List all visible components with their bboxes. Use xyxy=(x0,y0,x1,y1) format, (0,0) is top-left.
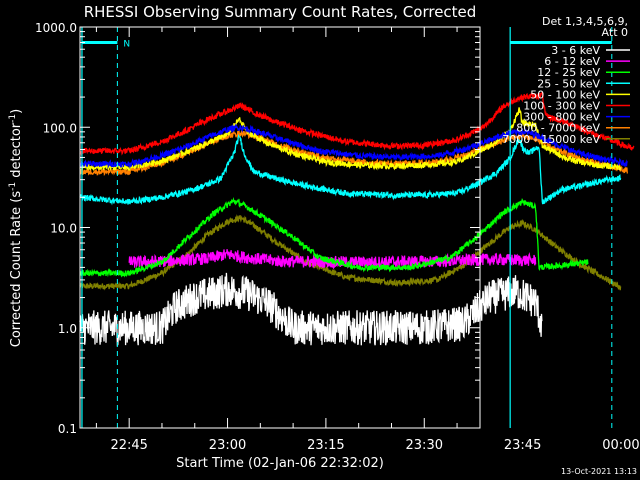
series-line-3 xyxy=(79,131,622,206)
y-tick-label-3: 100.0 xyxy=(43,121,77,135)
legend-label-5: 100 - 300 keV xyxy=(523,100,600,113)
plot-area: N xyxy=(79,26,635,429)
x-tick-label-5: 00:00 xyxy=(602,438,639,453)
y-axis-label: Corrected Count Rate (s-1 detector-1) xyxy=(8,109,24,347)
legend-label-7: 800 - 7000 keV xyxy=(516,122,600,135)
legend-label-8: 7000 - 15000 keV xyxy=(502,133,600,146)
y-axis-label-mid: detector xyxy=(9,122,24,182)
y-tick-label-0: 0.1 xyxy=(58,422,77,436)
legend-header-1: Att 0 xyxy=(602,26,628,39)
legend-label-4: 50 - 100 keV xyxy=(530,88,600,101)
y-axis-label-sup1: -1 xyxy=(8,182,18,191)
x-tick-label-4: 23:45 xyxy=(504,438,541,453)
series-line-6 xyxy=(79,123,628,170)
series-line-2 xyxy=(79,197,589,278)
y-tick-label-2: 10.0 xyxy=(50,222,77,236)
y-tick-label-1: 1.0 xyxy=(58,322,77,336)
plot-frame xyxy=(79,26,481,429)
y-axis-label-sup2: -1 xyxy=(8,114,18,123)
legend-header-0: Det 1,3,4,5,6,9, xyxy=(542,15,628,28)
y-axis-label-end: ) xyxy=(9,109,24,114)
x-tick-label-1: 23:00 xyxy=(209,438,246,453)
legend-label-3: 25 - 50 keV xyxy=(537,77,600,90)
x-tick-label-3: 23:30 xyxy=(406,438,443,453)
x-tick-labels: 22:45 23:00 23:15 23:30 23:45 00:00 xyxy=(110,438,639,453)
legend-label-6: 300 - 800 keV xyxy=(523,111,600,124)
y-tick-labels: 0.1 1.0 10.0 100.0 1000.0 xyxy=(35,21,77,436)
x-tick-label-0: 22:45 xyxy=(110,438,147,453)
y-tick-label-4: 1000.0 xyxy=(35,21,77,35)
series-line-5 xyxy=(79,91,635,157)
legend-label-0: 3 - 6 keV xyxy=(551,44,600,57)
series-line-0 xyxy=(79,272,543,347)
night-marker-label: N xyxy=(123,40,130,50)
legend-label-2: 12 - 25 keV xyxy=(537,66,600,79)
x-tick-label-2: 23:15 xyxy=(307,438,344,453)
y-axis-label-main: Corrected Count Rate (s xyxy=(9,191,24,348)
legend-label-1: 6 - 12 keV xyxy=(544,55,600,68)
x-axis-label: Start Time (02-Jan-06 22:32:02) xyxy=(176,456,384,471)
chart-title: RHESSI Observing Summary Count Rates, Co… xyxy=(84,3,477,21)
generation-timestamp: 13-Oct-2021 13:13 xyxy=(561,467,637,476)
